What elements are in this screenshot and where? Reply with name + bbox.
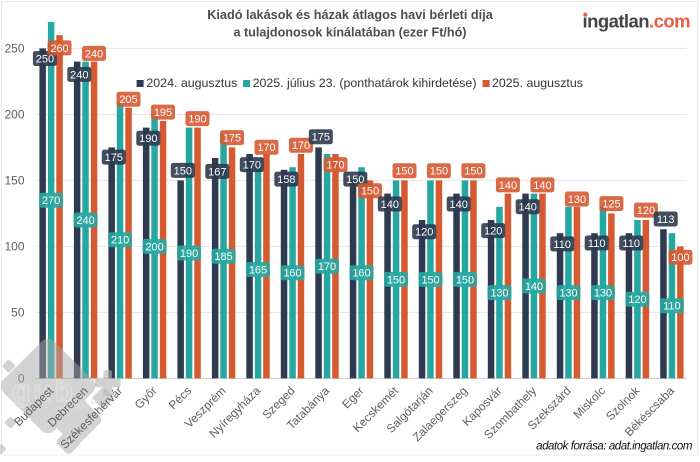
svg-text:113: 113 <box>657 214 675 226</box>
svg-text:150: 150 <box>387 274 405 286</box>
svg-text:2024. augusztus: 2024. augusztus <box>146 76 237 90</box>
svg-text:158: 158 <box>277 174 295 186</box>
svg-text:190: 190 <box>188 114 206 126</box>
svg-text:110: 110 <box>622 238 640 250</box>
svg-text:150: 150 <box>346 174 364 186</box>
svg-text:170: 170 <box>326 160 344 172</box>
svg-text:Kiadó lakások és házak átlagos: Kiadó lakások és házak átlagos havi bérl… <box>207 8 494 22</box>
svg-text:130: 130 <box>568 194 586 206</box>
svg-text:150: 150 <box>4 174 24 188</box>
svg-text:150: 150 <box>456 274 474 286</box>
svg-text:130: 130 <box>559 288 577 300</box>
svg-text:240: 240 <box>85 48 103 60</box>
svg-text:a tulajdonosok kínálatában (ez: a tulajdonosok kínálatában (ezer Ft/hó) <box>233 26 466 40</box>
svg-text:210: 210 <box>111 235 129 247</box>
svg-text:190: 190 <box>180 248 198 260</box>
svg-text:140: 140 <box>519 202 537 214</box>
svg-text:160: 160 <box>283 268 301 280</box>
svg-text:110: 110 <box>588 238 606 250</box>
svg-text:2025. augusztus: 2025. augusztus <box>492 76 583 90</box>
svg-text:140: 140 <box>533 180 551 192</box>
svg-text:150: 150 <box>430 166 448 178</box>
svg-text:175: 175 <box>312 132 330 144</box>
svg-text:195: 195 <box>154 107 172 119</box>
svg-text:150: 150 <box>464 166 482 178</box>
svg-text:260: 260 <box>50 43 68 55</box>
svg-text:175: 175 <box>105 152 123 164</box>
svg-text:170: 170 <box>318 261 336 273</box>
svg-text:120: 120 <box>637 205 655 217</box>
svg-text:140: 140 <box>381 199 399 211</box>
svg-text:240: 240 <box>70 69 88 81</box>
svg-text:110: 110 <box>553 239 571 251</box>
svg-text:adatok forrása: adat.ingatlan.: adatok forrása: adat.ingatlan.com <box>536 441 693 453</box>
svg-text:150: 150 <box>395 166 413 178</box>
svg-text:50: 50 <box>11 306 25 320</box>
svg-text:250: 250 <box>4 42 24 56</box>
svg-text:125: 125 <box>602 199 620 211</box>
svg-text:200: 200 <box>145 241 163 253</box>
svg-text:110: 110 <box>663 301 681 313</box>
svg-text:140: 140 <box>499 180 517 192</box>
svg-text:170: 170 <box>243 160 261 172</box>
svg-text:185: 185 <box>214 251 232 263</box>
svg-text:120: 120 <box>628 294 646 306</box>
svg-text:100: 100 <box>4 240 24 254</box>
svg-text:250: 250 <box>36 53 54 65</box>
svg-text:120: 120 <box>415 227 433 239</box>
svg-text:175: 175 <box>223 133 241 145</box>
svg-text:270: 270 <box>42 195 60 207</box>
svg-text:ingatlan.com: ingatlan.com <box>582 11 690 32</box>
svg-text:200: 200 <box>4 108 24 122</box>
svg-text:130: 130 <box>594 288 612 300</box>
svg-text:170: 170 <box>257 142 275 154</box>
svg-text:140: 140 <box>450 199 468 211</box>
svg-text:2025. július 23. (ponthatárok: 2025. július 23. (ponthatárok kihirdetés… <box>253 76 477 90</box>
svg-text:100: 100 <box>671 252 689 264</box>
svg-text:150: 150 <box>421 274 439 286</box>
svg-text:gub: gub <box>12 375 76 408</box>
svg-text:190: 190 <box>139 133 157 145</box>
svg-text:165: 165 <box>249 264 267 276</box>
svg-text:150: 150 <box>174 165 192 177</box>
svg-text:130: 130 <box>490 288 508 300</box>
svg-text:167: 167 <box>208 166 226 178</box>
svg-text:140: 140 <box>525 281 543 293</box>
svg-text:160: 160 <box>352 268 370 280</box>
svg-text:150: 150 <box>361 186 379 198</box>
svg-text:240: 240 <box>76 215 94 227</box>
svg-text:205: 205 <box>119 94 137 106</box>
svg-text:120: 120 <box>484 226 502 238</box>
svg-text:170: 170 <box>292 140 310 152</box>
